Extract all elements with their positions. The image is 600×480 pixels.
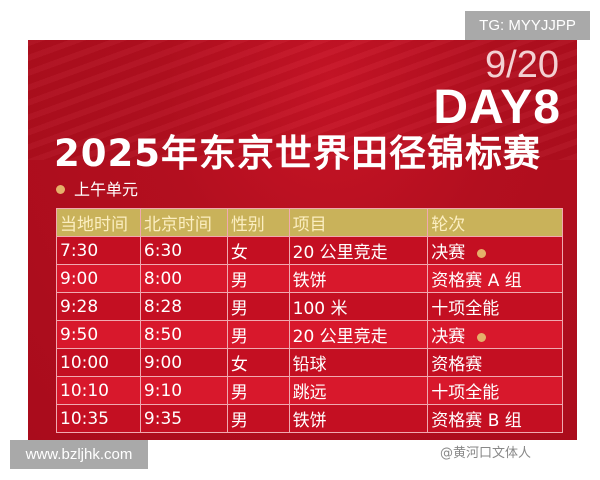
table-row: 9:00 8:00 男 铁饼 资格赛 A 组 (56, 264, 563, 293)
table-row: 7:30 6:30 女 20 公里竞走 决赛 (56, 236, 563, 265)
event-text: 跳远 (292, 383, 327, 403)
cell-beijing: 6:30 (139, 236, 228, 265)
cell-event: 铅球 (288, 348, 429, 377)
event-text: 铅球 (292, 355, 327, 375)
poster-title: 2025年东京世界田径锦标赛 (54, 132, 541, 175)
gender-text: 男 (230, 299, 248, 319)
cell-local: 10:00 (56, 348, 141, 377)
credit-watermark: @黄河口文体人 (440, 446, 532, 461)
cell-beijing: 9:35 (139, 404, 228, 433)
cell-beijing: 9:10 (139, 376, 228, 405)
cell-round: 决赛 (427, 236, 563, 265)
date: 9/20 (485, 44, 559, 86)
gender-text: 男 (230, 327, 248, 347)
cell-event: 20 公里竞走 (288, 320, 429, 349)
cell-round: 资格赛 (427, 348, 563, 377)
cell-event: 跳远 (288, 376, 429, 405)
event-text: 铁饼 (292, 271, 327, 291)
event-text: 20 公里竞走 (292, 327, 388, 347)
session-label: 上午单元 (56, 181, 138, 199)
cell-event: 100 米 (288, 292, 429, 321)
cell-round: 决赛 (427, 320, 563, 349)
cell-round: 十项全能 (427, 292, 563, 321)
cell-gender: 男 (226, 264, 290, 293)
cell-event: 铁饼 (288, 264, 429, 293)
gender-text: 男 (230, 411, 248, 431)
local-text: 10:00 (60, 352, 109, 373)
round-text: 十项全能 (431, 383, 500, 403)
cell-local: 10:35 (56, 404, 141, 433)
beijing-text: 9:10 (143, 380, 183, 401)
local-text: 9:50 (60, 324, 99, 345)
event-text: 20 公里竞走 (292, 243, 388, 263)
local-text: 10:35 (60, 408, 109, 429)
final-marker-icon (477, 248, 487, 258)
event-text: 100 米 (292, 299, 348, 319)
cell-local: 9:50 (56, 320, 141, 349)
round-text: 资格赛 (431, 355, 483, 375)
local-text: 9:00 (60, 268, 99, 289)
cell-event: 铁饼 (288, 404, 429, 433)
beijing-text: 6:30 (143, 240, 183, 261)
cell-beijing: 8:28 (139, 292, 228, 321)
beijing-text: 8:28 (143, 296, 183, 317)
table-row: 10:10 9:10 男 跳远 十项全能 (56, 376, 563, 405)
gender-text: 女 (230, 243, 248, 263)
beijing-text: 8:50 (143, 324, 183, 345)
cell-beijing: 8:00 (139, 264, 228, 293)
bullet-icon (56, 185, 65, 195)
cell-round: 资格赛 B 组 (427, 404, 563, 433)
local-text: 7:30 (60, 240, 99, 261)
session-text: 上午单元 (74, 180, 139, 199)
local-text: 10:10 (60, 380, 109, 401)
beijing-text: 9:00 (143, 352, 183, 373)
event-text: 铁饼 (292, 411, 327, 431)
cell-gender: 男 (226, 376, 290, 405)
table-row: 9:50 8:50 男 20 公里竞走 决赛 (56, 320, 563, 349)
cell-round: 十项全能 (427, 376, 563, 405)
round-text: 十项全能 (431, 299, 500, 319)
schedule-table: 当地时间 北京时间 性别 项目 轮次 7:30 6:30 女 20 公里竞走 决赛 9:0… (56, 208, 563, 433)
beijing-text: 8:00 (143, 268, 183, 289)
cell-gender: 男 (226, 320, 290, 349)
table-header-row: 当地时间 北京时间 性别 项目 轮次 (56, 208, 563, 237)
cell-event: 20 公里竞走 (288, 236, 429, 265)
round-text: 资格赛 B 组 (431, 411, 522, 431)
header-local-time: 当地时间 (56, 208, 141, 237)
cell-local: 9:28 (56, 292, 141, 321)
round-text: 决赛 (431, 243, 466, 263)
header-gender: 性别 (226, 208, 290, 237)
cell-gender: 男 (226, 292, 290, 321)
beijing-text: 9:35 (143, 408, 183, 429)
cell-local: 7:30 (56, 236, 141, 265)
round-text: 决赛 (431, 327, 466, 347)
cell-gender: 女 (226, 348, 290, 377)
cell-round: 资格赛 A 组 (427, 264, 563, 293)
cell-beijing: 9:00 (139, 348, 228, 377)
cell-local: 9:00 (56, 264, 141, 293)
table-row: 9:28 8:28 男 100 米 十项全能 (56, 292, 563, 321)
table-row: 10:35 9:35 男 铁饼 资格赛 B 组 (56, 404, 563, 433)
header-event: 项目 (288, 208, 429, 237)
local-text: 9:28 (60, 296, 99, 317)
round-text: 资格赛 A 组 (431, 271, 522, 291)
cell-gender: 男 (226, 404, 290, 433)
table-row: 10:00 9:00 女 铅球 资格赛 (56, 348, 563, 377)
cell-gender: 女 (226, 236, 290, 265)
cell-beijing: 8:50 (139, 320, 228, 349)
schedule-poster: 9/20 DAY8 2025年东京世界田径锦标赛 上午单元 当地时间 北京时间 … (28, 40, 577, 440)
header-round: 轮次 (427, 208, 563, 237)
cell-local: 10:10 (56, 376, 141, 405)
gender-text: 女 (230, 355, 248, 375)
watermark-bottom-left: www.bzljhk.com (10, 440, 148, 469)
watermark-top-right: TG: MYYJJPP (465, 11, 590, 40)
gender-text: 男 (230, 383, 248, 403)
gender-text: 男 (230, 271, 248, 291)
day-label: DAY8 (433, 81, 561, 134)
header-beijing-time: 北京时间 (139, 208, 228, 237)
final-marker-icon (477, 332, 487, 342)
